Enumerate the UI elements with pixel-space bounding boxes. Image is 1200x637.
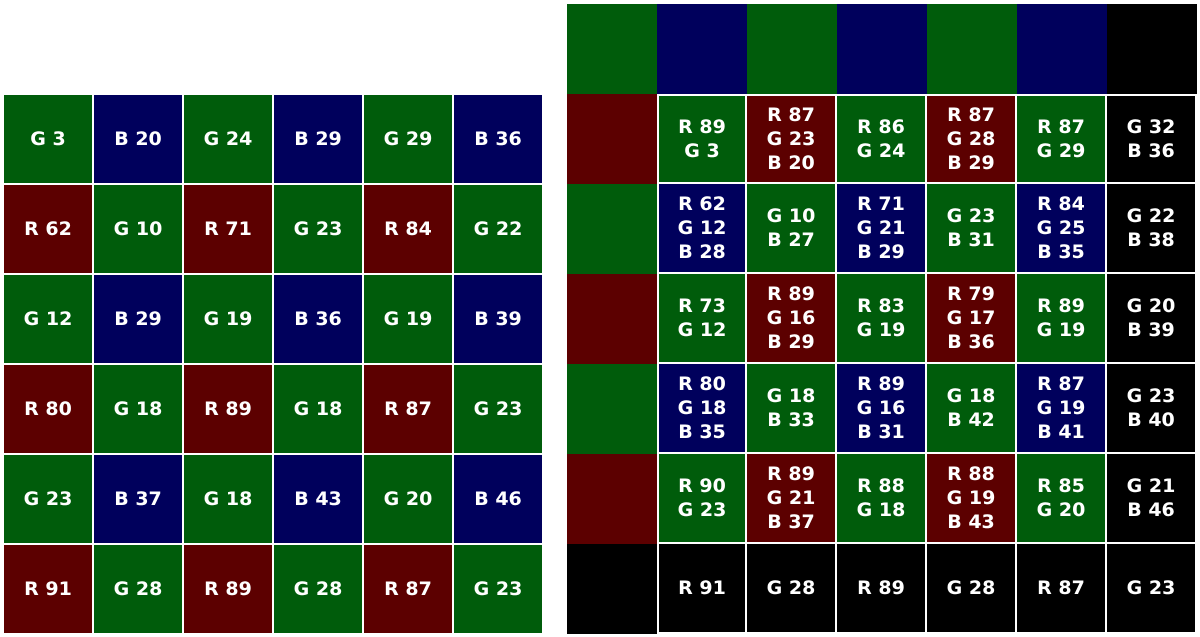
mosaic-cell-4-0: G 23	[4, 455, 92, 543]
interpolated-cell-1-2: R 87 G 23 B 20	[747, 94, 837, 184]
interpolated-cell-3-4: R 79 G 17 B 36	[927, 274, 1017, 364]
interpolated-cell-4-1: R 80 G 18 B 35	[657, 364, 747, 454]
interpolated-cell-1-4: R 87 G 28 B 29	[927, 94, 1017, 184]
interpolated-cell-3-6: G 20 B 39	[1107, 274, 1197, 364]
interpolated-cell-4-4: G 18 B 42	[927, 364, 1017, 454]
interpolated-cell-0-0	[567, 4, 657, 94]
interpolated-cell-5-4: R 88 G 19 B 43	[927, 454, 1017, 544]
mosaic-cell-2-2: G 19	[184, 275, 272, 363]
mosaic-cell-2-3: B 36	[274, 275, 362, 363]
interpolated-cell-0-5	[1017, 4, 1107, 94]
interpolated-cell-3-5: R 89 G 19	[1017, 274, 1107, 364]
interpolated-cell-1-0	[567, 94, 657, 184]
mosaic-cell-2-1: B 29	[94, 275, 182, 363]
interpolated-cell-0-4	[927, 4, 1017, 94]
interpolated-cell-5-1: R 90 G 23	[657, 454, 747, 544]
mosaic-cell-3-3: G 18	[274, 365, 362, 453]
interpolated-cell-6-5: R 87	[1017, 544, 1107, 634]
interpolated-cell-3-0	[567, 274, 657, 364]
interpolated-cell-0-2	[747, 4, 837, 94]
interpolated-cell-0-1	[657, 4, 747, 94]
mosaic-cell-5-4: R 87	[364, 545, 452, 633]
mosaic-cell-4-1: B 37	[94, 455, 182, 543]
interpolated-cell-5-5: R 85 G 20	[1017, 454, 1107, 544]
mosaic-cell-1-0: R 62	[4, 185, 92, 273]
mosaic-cell-0-1: B 20	[94, 95, 182, 183]
interpolated-cell-4-6: G 23 B 40	[1107, 364, 1197, 454]
mosaic-cell-2-4: G 19	[364, 275, 452, 363]
mosaic-cell-4-3: B 43	[274, 455, 362, 543]
interpolated-cell-5-3: R 88 G 18	[837, 454, 927, 544]
mosaic-cell-5-0: R 91	[4, 545, 92, 633]
interpolated-cell-6-3: R 89	[837, 544, 927, 634]
interpolated-cell-2-6: G 22 B 38	[1107, 184, 1197, 274]
mosaic-cell-4-4: G 20	[364, 455, 452, 543]
interpolated-cell-4-3: R 89 G 16 B 31	[837, 364, 927, 454]
mosaic-cell-4-2: G 18	[184, 455, 272, 543]
interpolated-cell-5-0	[567, 454, 657, 544]
mosaic-cell-5-2: R 89	[184, 545, 272, 633]
interpolated-cell-3-2: R 89 G 16 B 29	[747, 274, 837, 364]
mosaic-cell-3-1: G 18	[94, 365, 182, 453]
interpolated-cell-6-0	[567, 544, 657, 634]
mosaic-cell-0-3: B 29	[274, 95, 362, 183]
interpolated-cell-1-3: R 86 G 24	[837, 94, 927, 184]
interpolated-cell-4-0	[567, 364, 657, 454]
mosaic-cell-5-1: G 28	[94, 545, 182, 633]
mosaic-cell-1-3: G 23	[274, 185, 362, 273]
mosaic-cell-0-5: B 36	[454, 95, 542, 183]
mosaic-cell-1-5: G 22	[454, 185, 542, 273]
mosaic-cell-3-0: R 80	[4, 365, 92, 453]
mosaic-cell-3-2: R 89	[184, 365, 272, 453]
interpolated-cell-3-1: R 73 G 12	[657, 274, 747, 364]
interpolated-cell-4-5: R 87 G 19 B 41	[1017, 364, 1107, 454]
interpolated-cell-6-6: G 23	[1107, 544, 1197, 634]
interpolated-cell-0-3	[837, 4, 927, 94]
mosaic-cell-1-4: R 84	[364, 185, 452, 273]
interpolated-cell-2-2: G 10 B 27	[747, 184, 837, 274]
interpolated-cell-0-6	[1107, 4, 1197, 94]
mosaic-cell-0-2: G 24	[184, 95, 272, 183]
mosaic-cell-5-3: G 28	[274, 545, 362, 633]
interpolated-cell-4-2: G 18 B 33	[747, 364, 837, 454]
interpolated-cell-2-5: R 84 G 25 B 35	[1017, 184, 1107, 274]
mosaic-cell-1-1: G 10	[94, 185, 182, 273]
mosaic-cell-2-0: G 12	[4, 275, 92, 363]
interpolated-cell-1-5: R 87 G 29	[1017, 94, 1107, 184]
interpolated-cell-2-1: R 62 G 12 B 28	[657, 184, 747, 274]
interpolated-cell-3-3: R 83 G 19	[837, 274, 927, 364]
interpolated-cell-2-0	[567, 184, 657, 274]
mosaic-cell-3-5: G 23	[454, 365, 542, 453]
interpolated-cell-6-2: G 28	[747, 544, 837, 634]
mosaic-cell-4-5: B 46	[454, 455, 542, 543]
mosaic-cell-0-0: G 3	[4, 95, 92, 183]
interpolated-cell-2-3: R 71 G 21 B 29	[837, 184, 927, 274]
interpolated-cell-6-1: R 91	[657, 544, 747, 634]
interpolated-cell-6-4: G 28	[927, 544, 1017, 634]
mosaic-cell-2-5: B 39	[454, 275, 542, 363]
mosaic-cell-3-4: R 87	[364, 365, 452, 453]
mosaic-cell-5-5: G 23	[454, 545, 542, 633]
mosaic-cell-1-2: R 71	[184, 185, 272, 273]
interpolated-cell-5-6: G 21 B 46	[1107, 454, 1197, 544]
interpolated-cell-1-1: R 89 G 3	[657, 94, 747, 184]
interpolated-cell-5-2: R 89 G 21 B 37	[747, 454, 837, 544]
mosaic-cell-0-4: G 29	[364, 95, 452, 183]
interpolated-cell-2-4: G 23 B 31	[927, 184, 1017, 274]
interpolated-cell-1-6: G 32 B 36	[1107, 94, 1197, 184]
